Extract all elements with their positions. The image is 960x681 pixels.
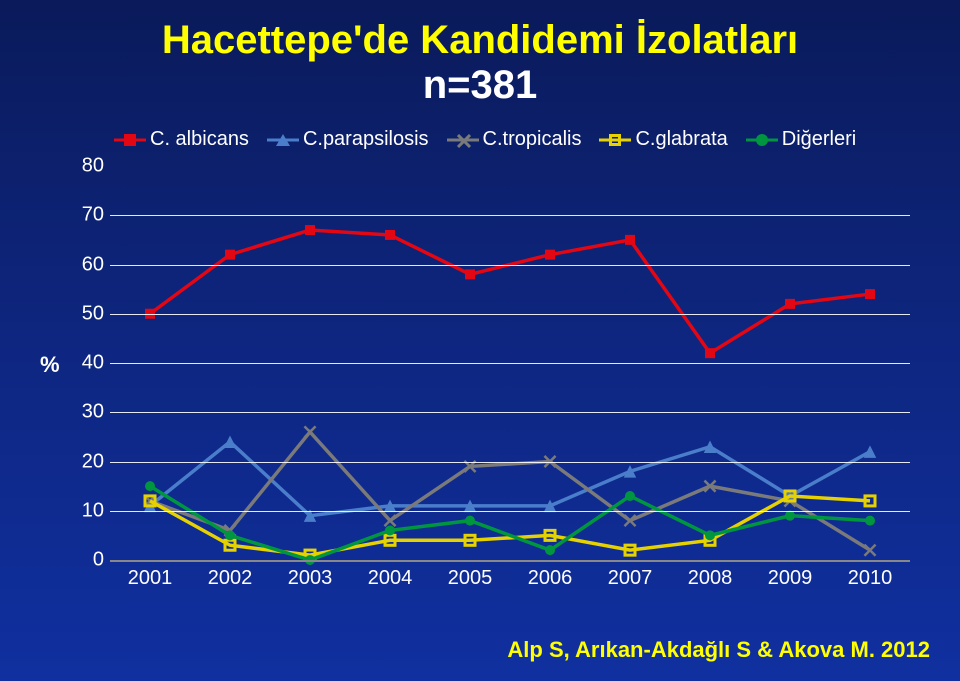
x-tick: 2009 [768, 567, 813, 590]
title-line1: Hacettepe'de Kandidemi İzolatları [0, 18, 960, 63]
x-tick: 2010 [848, 567, 893, 590]
y-tick: 20 [72, 450, 104, 473]
citation: Alp S, Arıkan-Akdağlı S & Akova M. 2012 [507, 637, 930, 663]
y-tick: 80 [72, 155, 104, 178]
chart-title: Hacettepe'de Kandidemi İzolatları n=381 [0, 0, 960, 108]
chart-svg [110, 130, 910, 560]
y-tick: 10 [72, 499, 104, 522]
y-tick: 40 [72, 352, 104, 375]
chart-area: % C. albicansC.parapsilosisC.tropicalisC… [40, 130, 920, 600]
y-axis-label: % [40, 352, 60, 378]
y-tick: 0 [72, 549, 104, 572]
x-tick: 2002 [208, 567, 253, 590]
x-tick: 2006 [528, 567, 573, 590]
y-tick: 70 [72, 204, 104, 227]
y-tick: 50 [72, 302, 104, 325]
y-tick: 60 [72, 253, 104, 276]
x-tick: 2008 [688, 567, 733, 590]
title-line2: n=381 [0, 63, 960, 108]
x-tick: 2001 [128, 567, 173, 590]
y-tick: 30 [72, 401, 104, 424]
x-tick: 2005 [448, 567, 493, 590]
plot-region: C. albicansC.parapsilosisC.tropicalisC.g… [110, 130, 910, 560]
x-tick: 2007 [608, 567, 653, 590]
x-tick: 2004 [368, 567, 413, 590]
x-tick: 2003 [288, 567, 333, 590]
